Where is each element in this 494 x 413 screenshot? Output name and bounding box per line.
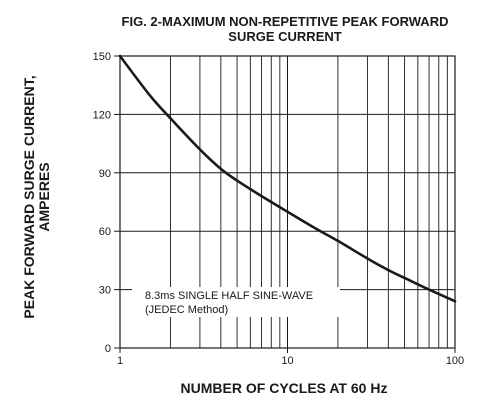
y-tick-label: 90 xyxy=(99,168,111,180)
chart-title-line-1: FIG. 2-MAXIMUM NON-REPETITIVE PEAK FORWA… xyxy=(122,14,449,29)
y-axis-title-line-2: AMPERES xyxy=(36,162,52,231)
annotation-line-2: (JEDEC Method) xyxy=(145,304,228,316)
x-tick-labels: 1 10 100 xyxy=(117,348,464,367)
annotation-line-1: 8.3ms SINGLE HALF SINE-WAVE xyxy=(145,290,313,302)
y-tick-label: 150 xyxy=(93,51,111,63)
x-tick-label: 10 xyxy=(281,355,293,367)
y-axis-title-line-1: PEAK FORWARD SURGE CURRENT, xyxy=(21,75,37,318)
y-tick-label: 60 xyxy=(99,226,111,238)
annotation-group: 8.3ms SINGLE HALF SINE-WAVE (JEDEC Metho… xyxy=(132,287,340,317)
x-tick-label: 1 xyxy=(117,355,123,367)
y-tick-label: 30 xyxy=(99,285,111,297)
chart-title-line-2: SURGE CURRENT xyxy=(228,29,341,44)
x-axis-title: NUMBER OF CYCLES AT 60 Hz xyxy=(181,380,388,396)
surge-curve-layer xyxy=(118,54,457,303)
y-tick-label: 120 xyxy=(93,109,111,121)
surge-current-curve xyxy=(118,54,457,303)
y-tick-labels: 0 30 60 90 120 150 xyxy=(93,51,120,355)
x-tick-label: 100 xyxy=(446,355,464,367)
annotation-background xyxy=(132,287,340,317)
y-tick-label: 0 xyxy=(105,343,111,355)
